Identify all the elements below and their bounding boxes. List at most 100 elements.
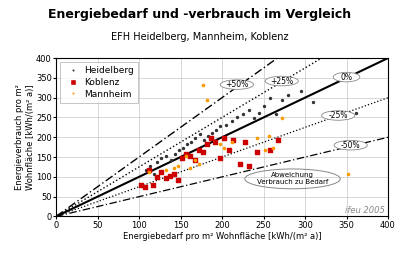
Point — [158, 170, 165, 174]
Point — [200, 150, 206, 154]
Point — [166, 174, 173, 178]
Ellipse shape — [322, 111, 355, 120]
Point — [310, 100, 316, 105]
Point — [270, 146, 277, 150]
Ellipse shape — [334, 140, 367, 150]
Point — [200, 82, 206, 87]
Ellipse shape — [265, 76, 298, 86]
Legend: Heidelberg, Koblenz, Mannheim: Heidelberg, Koblenz, Mannheim — [60, 62, 138, 103]
Point — [167, 158, 174, 162]
Text: EFH Heidelberg, Mannheim, Koblenz: EFH Heidelberg, Mannheim, Koblenz — [111, 32, 289, 42]
Point — [162, 168, 169, 172]
Ellipse shape — [220, 80, 254, 89]
Point — [146, 170, 152, 174]
Point — [267, 148, 273, 152]
Point — [216, 142, 223, 146]
Text: ifeu 2005: ifeu 2005 — [345, 206, 385, 215]
Point — [171, 166, 177, 170]
Ellipse shape — [333, 72, 360, 82]
Point — [183, 154, 190, 158]
Point — [345, 112, 351, 116]
Point — [229, 119, 235, 123]
Point — [262, 148, 268, 152]
Point — [175, 178, 181, 182]
Point — [142, 185, 148, 189]
Y-axis label: Energieverbrauch pro m²
Wohnfläche [kWh/(m² a)]: Energieverbrauch pro m² Wohnfläche [kWh/… — [15, 84, 34, 190]
Point — [146, 168, 152, 172]
Text: -25%: -25% — [328, 111, 348, 120]
Point — [216, 156, 223, 160]
Point — [154, 160, 160, 164]
Point — [213, 128, 219, 132]
Point — [158, 156, 165, 160]
Point — [154, 175, 160, 179]
Point — [146, 164, 153, 168]
Point — [245, 108, 252, 112]
Point — [204, 142, 210, 146]
Point — [254, 136, 260, 140]
Point — [250, 116, 257, 120]
Point — [187, 154, 194, 158]
Point — [142, 168, 149, 172]
X-axis label: Energiebedarf pro m² Wohnfläche [kWh/(m² a)]: Energiebedarf pro m² Wohnfläche [kWh/(m²… — [123, 232, 321, 241]
Text: +25%: +25% — [270, 77, 293, 86]
Point — [196, 132, 203, 136]
Point — [285, 92, 292, 97]
Point — [220, 136, 227, 140]
Point — [192, 136, 199, 140]
Point — [187, 166, 194, 170]
Point — [255, 111, 262, 115]
Text: 0%: 0% — [340, 73, 352, 82]
Point — [205, 134, 211, 139]
Point — [278, 98, 285, 102]
Point — [192, 158, 198, 162]
Point — [230, 138, 236, 142]
Point — [345, 172, 351, 176]
Point — [220, 146, 227, 150]
Point — [188, 140, 194, 144]
Point — [353, 111, 360, 115]
Point — [138, 183, 144, 187]
Point — [184, 142, 190, 147]
Point — [172, 152, 178, 156]
Point — [171, 172, 177, 176]
Point — [237, 162, 244, 166]
Point — [273, 112, 279, 116]
Text: Abweichung
Verbrauch zu Bedarf: Abweichung Verbrauch zu Bedarf — [257, 172, 328, 185]
Point — [180, 146, 186, 150]
Point — [208, 136, 214, 140]
Point — [209, 130, 215, 135]
Text: -50%: -50% — [341, 141, 360, 150]
Point — [278, 116, 285, 120]
Point — [234, 115, 240, 119]
Text: Energiebedarf und -verbrauch im Vergleich: Energiebedarf und -verbrauch im Vergleic… — [48, 8, 352, 21]
Point — [176, 148, 182, 152]
Point — [226, 148, 232, 152]
Point — [196, 148, 202, 152]
Point — [242, 140, 248, 144]
Point — [204, 98, 210, 102]
Point — [254, 150, 260, 154]
Point — [196, 162, 202, 166]
Point — [229, 140, 235, 144]
Point — [150, 183, 156, 187]
Text: +50%: +50% — [225, 80, 248, 89]
Point — [212, 140, 218, 144]
Point — [246, 164, 252, 168]
Point — [274, 138, 281, 142]
Point — [175, 164, 181, 168]
Point — [151, 172, 157, 176]
Point — [266, 134, 272, 139]
Point — [179, 156, 185, 160]
Point — [200, 138, 207, 142]
Point — [163, 154, 170, 158]
Point — [337, 111, 343, 115]
Point — [240, 112, 246, 116]
Point — [223, 122, 229, 127]
Point — [267, 96, 273, 101]
Point — [192, 158, 198, 162]
Point — [162, 176, 169, 180]
Point — [217, 124, 224, 128]
Point — [260, 104, 267, 109]
Point — [298, 88, 304, 93]
